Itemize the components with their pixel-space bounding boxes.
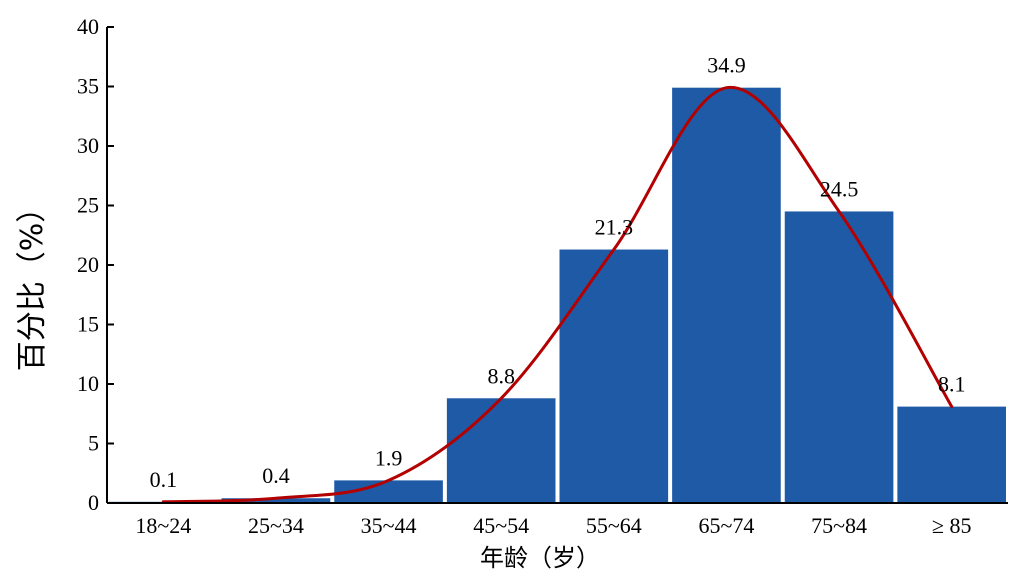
bar-7 xyxy=(897,406,1006,503)
x-tick-label-1: 25~34 xyxy=(248,513,304,538)
bar-6 xyxy=(784,211,894,503)
data-label-1: 0.4 xyxy=(262,463,290,488)
y-tick-label-0: 0 xyxy=(88,490,99,515)
y-axis-title: 百分比（%） xyxy=(15,193,50,372)
x-tick-label-5: 65~74 xyxy=(698,513,754,538)
x-tick-label-4: 55~64 xyxy=(586,513,642,538)
data-label-0: 0.1 xyxy=(150,467,178,492)
y-tick-label-2: 10 xyxy=(77,371,99,396)
y-tick-label-7: 35 xyxy=(77,74,99,99)
data-label-3: 8.8 xyxy=(487,363,515,388)
x-tick-label-6: 75~84 xyxy=(811,513,867,538)
data-label-7: 8.1 xyxy=(938,372,966,397)
data-label-5: 34.9 xyxy=(707,53,746,78)
data-label-2: 1.9 xyxy=(375,445,403,470)
curve-layer xyxy=(161,86,954,504)
bar-1 xyxy=(221,498,331,503)
bar-4 xyxy=(559,249,669,503)
x-tick-label-2: 35~44 xyxy=(361,513,417,538)
y-tick-label-4: 20 xyxy=(77,252,99,277)
y-tick-label-8: 40 xyxy=(77,14,99,39)
y-tick-label-1: 5 xyxy=(88,431,99,456)
data-label-4: 21.3 xyxy=(595,215,634,240)
y-tick-label-3: 15 xyxy=(77,312,99,337)
y-tick-label-5: 25 xyxy=(77,193,99,218)
y-tick-label-6: 30 xyxy=(77,133,99,158)
bar-3 xyxy=(446,398,556,503)
bar-2 xyxy=(334,480,443,503)
labels-layer: 0 5 10 15 20 25 30 35 40 18~24 25~34 35~44 45~54 55~6… xyxy=(77,14,971,538)
bars-layer xyxy=(109,87,1006,503)
x-axis-title: 年龄（岁） xyxy=(480,544,600,572)
trend-curve xyxy=(161,86,954,504)
x-tick-label-3: 45~54 xyxy=(473,513,529,538)
x-tick-label-7: ≥ 85 xyxy=(932,513,972,538)
x-tick-label-0: 18~24 xyxy=(135,513,191,538)
bar-5 xyxy=(672,87,781,503)
data-label-6: 24.5 xyxy=(820,176,859,201)
axes-layer xyxy=(106,26,1008,504)
